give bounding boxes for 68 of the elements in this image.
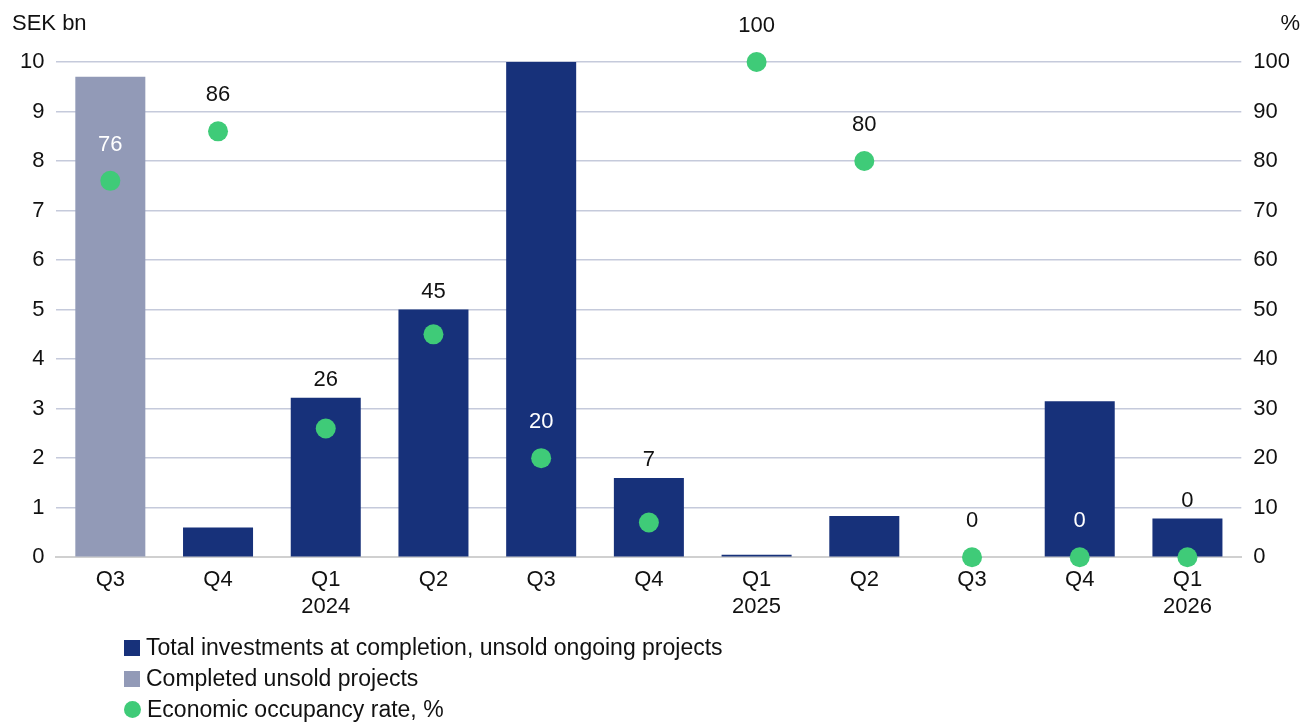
y-tick-label: 3: [32, 394, 45, 420]
point: [1069, 547, 1090, 568]
data-label: 86: [205, 81, 231, 107]
point: [1177, 547, 1198, 568]
data-label: 0: [965, 507, 979, 533]
bar: [75, 76, 146, 557]
y-tick-label: 9: [32, 97, 45, 123]
bar: [1044, 401, 1115, 557]
x-tick-label: Q4: [634, 566, 664, 592]
y-tick-label: 1: [32, 493, 45, 519]
legend-label: Total investments at completion, unsold ongoing projects: [146, 633, 723, 662]
y2-tick-label: 0: [1253, 543, 1266, 569]
data-label: 7: [642, 446, 656, 472]
y-tick-label: 10: [19, 48, 45, 74]
bar: [1152, 518, 1223, 557]
y2-tick-label: 10: [1253, 493, 1278, 519]
data-label: 76: [98, 130, 123, 156]
x-tick-label: Q4: [1065, 566, 1095, 592]
point: [531, 448, 552, 469]
x-tick-label: Q3: [957, 566, 987, 592]
x-tick-label: Q1 2026: [1162, 566, 1212, 618]
y2-tick-label: 40: [1253, 345, 1278, 371]
x-tick-label: Q3: [95, 566, 126, 592]
y-tick-label: 7: [32, 196, 45, 222]
data-label: 26: [313, 365, 338, 391]
y-tick-label: 6: [32, 246, 45, 272]
data-label: 0: [1181, 486, 1194, 512]
x-tick-label: Q1 2024: [301, 566, 351, 618]
y2-tick-label: 20: [1253, 444, 1278, 470]
y-tick-label: 2: [32, 444, 45, 470]
bar: [506, 62, 577, 557]
x-tick-label: Q3: [526, 566, 556, 592]
point: [100, 170, 121, 191]
bar: [290, 397, 361, 557]
y2-tick-label: 30: [1253, 394, 1278, 420]
legend-label: Economic occupancy rate, %: [147, 695, 444, 724]
point: [208, 121, 229, 142]
y2-tick-label: 50: [1253, 295, 1278, 321]
y2-axis-title: %: [1280, 10, 1300, 35]
y-tick-label: 5: [32, 295, 45, 321]
y2-tick-label: 70: [1253, 196, 1278, 222]
x-tick-label: Q2: [418, 566, 449, 592]
y2-tick-label: 60: [1253, 246, 1278, 272]
y2-tick-label: 90: [1253, 97, 1278, 123]
point: [423, 324, 444, 345]
point: [315, 418, 336, 439]
bar: [829, 516, 900, 557]
bar: [183, 527, 254, 557]
y-tick-label: 0: [32, 543, 45, 569]
x-tick-label: Q1 2025: [732, 566, 782, 618]
x-tick-label: Q4: [203, 566, 233, 592]
bar: [398, 309, 469, 557]
y2-tick-label: 80: [1253, 147, 1278, 173]
y-tick-label: 4: [32, 345, 45, 371]
data-label: 45: [421, 277, 446, 303]
point: [854, 151, 875, 172]
data-label: 0: [1073, 507, 1086, 533]
data-label: 80: [852, 111, 877, 137]
y-axis-title: SEK bn: [12, 10, 87, 35]
bar: [613, 477, 684, 557]
data-label: 100: [738, 12, 775, 38]
point: [962, 547, 983, 568]
legend-label: Completed unsold projects: [146, 664, 419, 693]
data-label: 20: [528, 408, 554, 434]
y2-tick-label: 100: [1253, 48, 1291, 74]
point: [746, 52, 767, 72]
x-tick-label: Q2: [849, 566, 879, 592]
y-tick-label: 8: [32, 147, 45, 173]
